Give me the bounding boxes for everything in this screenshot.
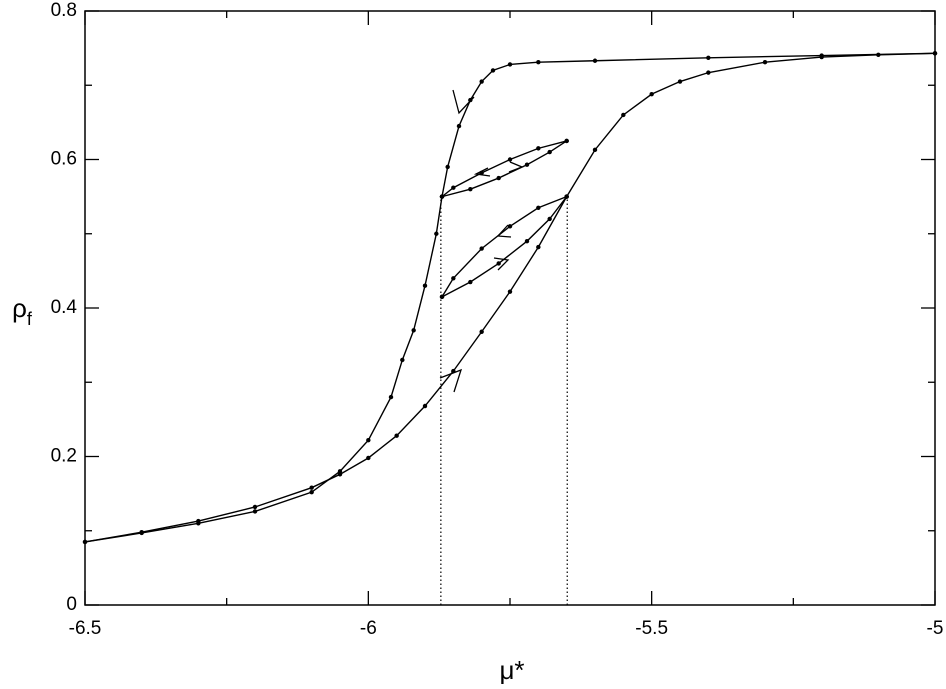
arrow	[473, 167, 491, 177]
data-point	[252, 509, 258, 514]
data-point	[524, 238, 530, 244]
data-point	[762, 60, 768, 65]
data-point	[524, 162, 530, 167]
data-point	[819, 53, 824, 58]
series-line	[84, 52, 936, 543]
data-point	[366, 455, 371, 461]
data-point	[547, 216, 552, 222]
y-tick-label: 0.4	[51, 297, 78, 318]
x-tick-label: -6.5	[69, 618, 102, 639]
series-line	[84, 52, 936, 543]
data-point	[411, 328, 416, 333]
data-point	[439, 294, 445, 300]
data-point	[564, 138, 569, 144]
data-point	[507, 157, 513, 162]
data-point	[456, 123, 462, 129]
data-point	[706, 70, 711, 75]
data-point	[507, 62, 513, 67]
data-point	[932, 51, 938, 56]
data-point	[536, 60, 541, 65]
data-point	[479, 79, 484, 84]
data-point	[309, 489, 314, 495]
data-point	[649, 91, 654, 97]
data-point	[536, 244, 541, 250]
data-point	[468, 279, 473, 285]
data-point	[366, 437, 371, 443]
data-point	[394, 433, 399, 438]
data-point	[592, 147, 598, 153]
data-point	[252, 504, 258, 510]
direction-arrows	[439, 89, 524, 393]
data-point	[468, 187, 473, 192]
data-point	[445, 164, 450, 170]
data-point	[82, 539, 88, 545]
data-point	[196, 521, 201, 526]
y-axis-symbol: ρ	[12, 293, 27, 323]
x-tick-label: -5.5	[635, 618, 668, 639]
data-point	[139, 530, 144, 536]
y-axis-title: ρf	[12, 293, 33, 329]
y-tick-label: 0.8	[51, 0, 77, 21]
x-tick-label: -5	[927, 618, 944, 639]
data-point	[422, 283, 428, 288]
series-line	[441, 140, 568, 198]
data-point	[388, 394, 394, 400]
data-point	[479, 329, 484, 334]
plot-frame	[84, 10, 936, 606]
data-point	[706, 55, 711, 60]
data-point	[439, 194, 445, 199]
data-point	[507, 289, 513, 294]
data-point	[496, 261, 501, 266]
data-point	[547, 149, 552, 155]
data-point	[536, 146, 541, 151]
data-point	[451, 368, 456, 374]
data-point	[507, 224, 513, 229]
y-axis-subscript: f	[27, 309, 33, 329]
series-line	[441, 140, 567, 198]
arrow	[493, 257, 510, 271]
data-point	[677, 79, 683, 84]
series-line	[441, 195, 567, 298]
data-point	[451, 276, 456, 281]
series-line	[441, 196, 568, 298]
data-point	[496, 175, 501, 181]
data-point	[479, 246, 484, 251]
data-point	[400, 357, 405, 363]
y-tick-label: 0	[66, 594, 77, 615]
data-point	[422, 403, 428, 409]
x-tick-label: -6	[360, 618, 377, 639]
data-point	[490, 68, 496, 73]
data-point	[592, 58, 598, 63]
arrow	[439, 368, 463, 393]
data-point	[451, 185, 456, 190]
data-point	[309, 485, 314, 490]
data-point	[468, 97, 473, 103]
data-point	[337, 469, 343, 474]
x-axis-title: μ*	[499, 655, 524, 685]
data-point	[564, 194, 569, 199]
data-point	[434, 231, 439, 236]
data-point	[536, 205, 541, 210]
y-tick-label: 0.2	[51, 446, 77, 467]
data-point	[621, 112, 626, 118]
data-point	[479, 170, 484, 176]
y-tick-label: 0.6	[51, 149, 77, 170]
